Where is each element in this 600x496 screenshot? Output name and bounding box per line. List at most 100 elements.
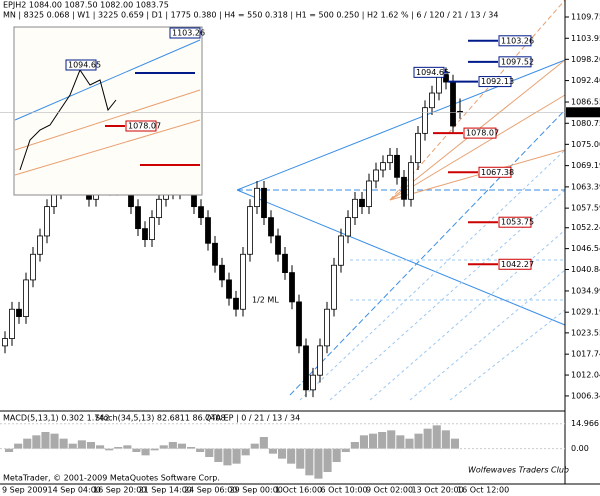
candle-body: [156, 198, 162, 219]
y-tick-label: 1109.75: [571, 13, 600, 22]
candle-body: [233, 297, 239, 310]
candle-body: [240, 253, 246, 310]
y-tick-label: 1052.24: [571, 223, 600, 232]
current-price-label: 1083.75: [569, 108, 600, 117]
macd-bar: [278, 448, 287, 459]
chart-title: EPJH2 1084.00 1087.50 1082.00 1083.75: [3, 1, 169, 10]
inset-label-box: [125, 120, 157, 132]
inset-label-box: [169, 27, 201, 39]
macd-bar: [378, 432, 387, 449]
candle-body: [261, 187, 267, 219]
target-label: 1092.13: [481, 77, 514, 86]
y-tick-label: 1046.54: [571, 244, 600, 253]
macd-bar: [369, 433, 378, 449]
candle-body: [450, 81, 456, 127]
macd-bar: [405, 438, 414, 449]
macd-bar: [150, 448, 159, 451]
macd-bar: [32, 435, 41, 449]
inset-label: 1094.65: [68, 61, 101, 70]
target-box: [478, 76, 512, 88]
chart-subtitle: MN | 8325 0.068 | W1 | 3225 0.659 | D1 |…: [3, 11, 498, 20]
inset-line: [14, 39, 201, 121]
macd-label: MACD(5,13,1) 0.302 1.742: [3, 414, 110, 423]
y-tick-label: 1092.40: [571, 76, 600, 85]
median-line-label: 1/2 ML: [252, 296, 279, 305]
macd-bar: [232, 448, 241, 464]
macd-bar: [96, 445, 105, 449]
candle-body: [212, 242, 218, 266]
inset-label-box: [65, 59, 97, 71]
qta-label: QTA EP | 0 / 21 / 13 / 34: [205, 414, 300, 423]
candle-body: [247, 206, 253, 255]
x-tick-label: 9 Oct 02:00: [366, 486, 413, 495]
candle-body: [415, 132, 421, 164]
candle-body: [23, 279, 29, 317]
candle-body: [429, 92, 435, 109]
footer: MetaTrader, © 2001-2009 MetaQuotes Softw…: [3, 474, 220, 483]
macd-bar: [268, 448, 277, 454]
candle-body: [324, 308, 330, 347]
macd-bar: [241, 448, 250, 456]
target-label: 1067.38: [481, 168, 514, 177]
candle-body: [149, 217, 155, 241]
macd-bar: [441, 430, 450, 449]
macd-bar: [350, 442, 359, 449]
y-tick-label: 1103.95: [571, 34, 600, 43]
candle-body: [373, 169, 379, 182]
candle-body: [338, 235, 344, 266]
macd-bar: [305, 448, 314, 476]
macd-bar: [105, 448, 114, 451]
candle-body: [205, 217, 211, 244]
candle-body: [219, 264, 225, 281]
target-box: [478, 166, 512, 178]
macd-bar: [287, 448, 296, 464]
brand: Wolfewaves Traders Club: [468, 466, 569, 475]
target-box: [498, 216, 532, 228]
candle-body: [226, 279, 232, 299]
x-tick-label: 13 Oct 20:00: [412, 486, 464, 495]
inset-label: 1078.07: [128, 122, 161, 131]
y-tick-label: 1057.59: [571, 204, 600, 213]
macd-bar: [259, 437, 268, 449]
x-tick-label: 29 Sep 00:00: [230, 486, 283, 495]
macd-bar: [5, 448, 14, 452]
macd-bar: [41, 432, 50, 449]
x-tick-label: 14 Sep 04:00: [48, 486, 101, 495]
candle-body: [303, 345, 309, 391]
x-tick-label: 6 Oct 10:00: [321, 486, 368, 495]
candle-body: [387, 154, 393, 164]
y-tick-label: 1086.55: [571, 98, 600, 107]
macd-bar: [341, 448, 350, 452]
macd-bar: [323, 448, 332, 472]
macd-bar: [423, 428, 432, 449]
macd-bar: [14, 443, 23, 449]
candle-body: [16, 308, 22, 317]
macd-bar: [187, 447, 196, 449]
target-box: [463, 127, 497, 139]
macd-bar: [23, 438, 32, 449]
macd-bar: [223, 448, 232, 466]
inset-price: [19, 68, 117, 171]
macd-bar: [332, 448, 341, 462]
candle-body: [296, 301, 302, 347]
macd-bar: [250, 443, 259, 449]
candle-body: [443, 74, 449, 83]
target-box: [498, 56, 532, 68]
x-tick-label: 24 Sep 06:00: [184, 486, 237, 495]
current-price-box: [566, 107, 600, 118]
candle-body: [394, 154, 400, 178]
inset-line: [14, 89, 201, 151]
target-label: 1103.26: [501, 36, 534, 45]
candle-body: [135, 206, 141, 230]
y-tick-label: 1012.04: [571, 371, 600, 380]
macd-bar: [77, 440, 86, 449]
target-label: 1078.07: [466, 129, 499, 138]
x-tick-label: 9 Sep 2009: [2, 486, 48, 495]
x-tick-label: 16 Sep 20:00: [93, 486, 146, 495]
macd-bar: [141, 448, 150, 456]
candle-body: [317, 345, 323, 376]
macd-bar: [205, 448, 214, 457]
macd-bar: [159, 445, 168, 449]
macd-bar: [414, 433, 423, 449]
target-box: [498, 35, 532, 47]
